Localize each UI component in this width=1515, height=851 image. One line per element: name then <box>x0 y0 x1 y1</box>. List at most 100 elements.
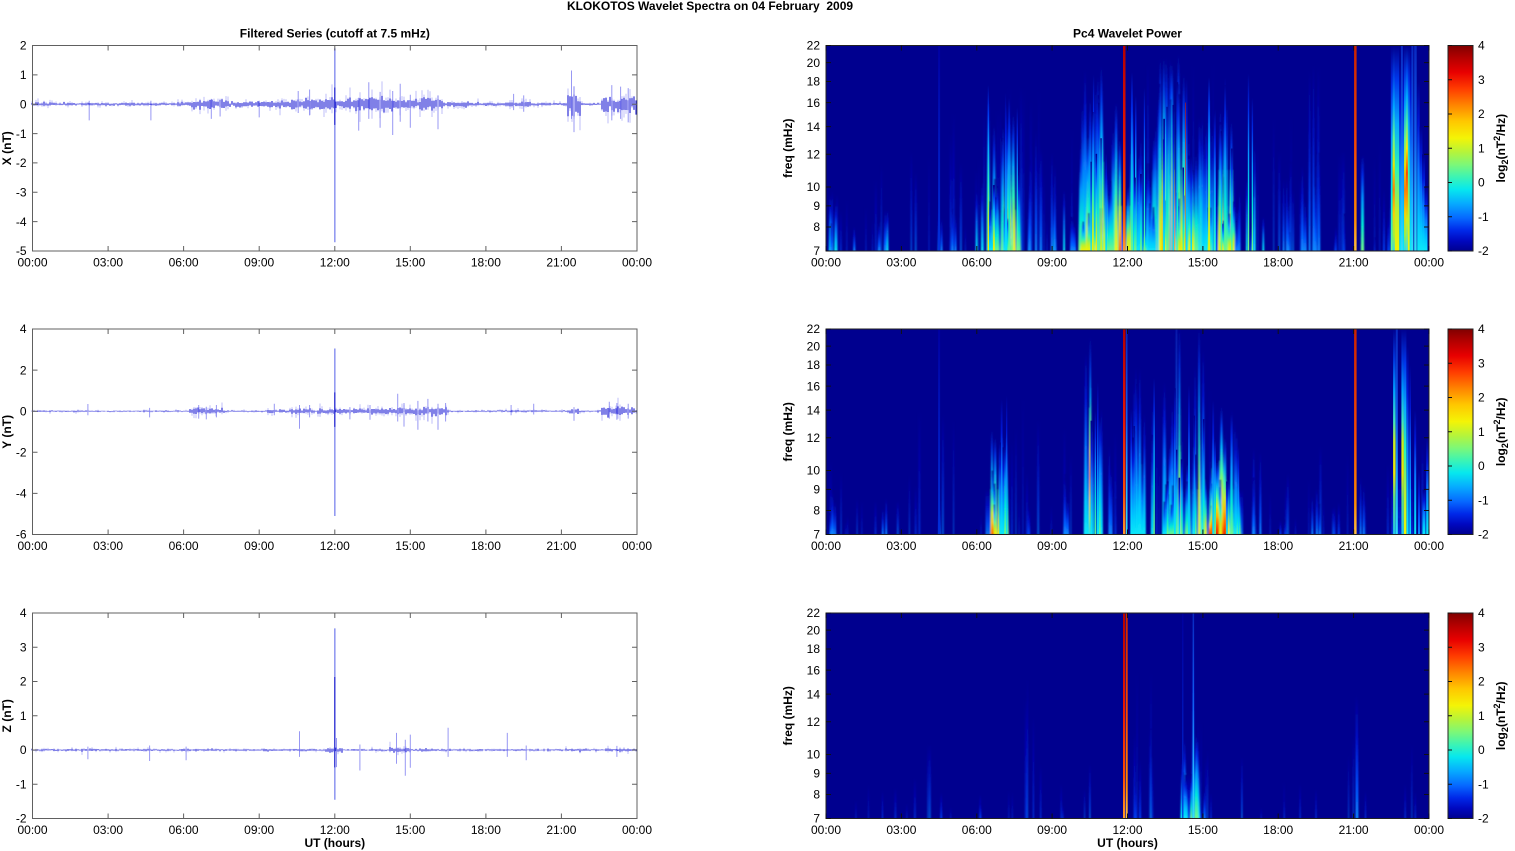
svg-text:7: 7 <box>813 244 820 258</box>
svg-text:-1: -1 <box>16 778 27 792</box>
svg-text:-3: -3 <box>16 186 27 200</box>
svg-text:1: 1 <box>1478 709 1485 723</box>
svg-text:UT (hours): UT (hours) <box>304 836 365 850</box>
svg-text:-1: -1 <box>1478 493 1489 507</box>
svg-text:7: 7 <box>813 812 820 826</box>
svg-text:freq (mHz): freq (mHz) <box>781 119 795 178</box>
svg-text:freq (mHz): freq (mHz) <box>781 402 795 461</box>
svg-text:9: 9 <box>813 483 820 497</box>
svg-text:03:00: 03:00 <box>886 823 916 837</box>
svg-text:10: 10 <box>807 748 821 762</box>
svg-text:00:00: 00:00 <box>622 256 652 270</box>
svg-text:15:00: 15:00 <box>395 539 425 553</box>
svg-text:09:00: 09:00 <box>244 256 274 270</box>
svg-text:18: 18 <box>807 358 821 372</box>
svg-text:2: 2 <box>1478 675 1485 689</box>
svg-text:06:00: 06:00 <box>962 256 992 270</box>
svg-text:8: 8 <box>813 220 820 234</box>
svg-text:10: 10 <box>807 464 821 478</box>
svg-text:1: 1 <box>1478 425 1485 439</box>
svg-text:15:00: 15:00 <box>1188 823 1218 837</box>
svg-text:06:00: 06:00 <box>169 256 199 270</box>
svg-text:09:00: 09:00 <box>1037 256 1067 270</box>
svg-text:21:00: 21:00 <box>546 539 576 553</box>
svg-text:9: 9 <box>813 199 820 213</box>
svg-text:2: 2 <box>20 675 27 689</box>
svg-text:KLOKOTOS Wavelet Spectra on 04: KLOKOTOS Wavelet Spectra on 04 February … <box>567 0 853 13</box>
svg-text:03:00: 03:00 <box>93 539 123 553</box>
svg-text:0: 0 <box>1478 743 1485 757</box>
svg-text:20: 20 <box>807 623 821 637</box>
svg-text:06:00: 06:00 <box>169 823 199 837</box>
svg-text:0: 0 <box>20 404 27 418</box>
svg-text:03:00: 03:00 <box>93 823 123 837</box>
svg-text:03:00: 03:00 <box>93 256 123 270</box>
svg-text:0: 0 <box>1478 176 1485 190</box>
svg-text:log2(nT2/Hz): log2(nT2/Hz) <box>1492 681 1510 750</box>
svg-text:12:00: 12:00 <box>320 256 350 270</box>
svg-text:12: 12 <box>807 148 821 162</box>
svg-text:4: 4 <box>20 322 27 336</box>
svg-text:log2(nT2/Hz): log2(nT2/Hz) <box>1492 397 1510 466</box>
svg-text:3: 3 <box>1478 356 1485 370</box>
svg-text:16: 16 <box>807 379 821 393</box>
svg-text:1: 1 <box>1478 141 1485 155</box>
svg-text:3: 3 <box>1478 73 1485 87</box>
svg-text:X (nT): X (nT) <box>0 131 14 165</box>
svg-text:22: 22 <box>807 322 821 336</box>
svg-text:18:00: 18:00 <box>471 539 501 553</box>
svg-text:4: 4 <box>1478 322 1485 336</box>
svg-text:22: 22 <box>807 39 821 53</box>
svg-text:0: 0 <box>20 97 27 111</box>
svg-text:22: 22 <box>807 606 821 620</box>
svg-text:Filtered Series (cutoff at 7.5: Filtered Series (cutoff at 7.5 mHz) <box>240 27 430 41</box>
svg-text:06:00: 06:00 <box>962 823 992 837</box>
svg-text:00:00: 00:00 <box>622 823 652 837</box>
svg-text:12: 12 <box>807 715 821 729</box>
svg-text:12:00: 12:00 <box>1112 823 1142 837</box>
svg-text:-2: -2 <box>16 812 27 826</box>
svg-text:15:00: 15:00 <box>1188 256 1218 270</box>
svg-text:log2(nT2/Hz): log2(nT2/Hz) <box>1492 114 1510 183</box>
svg-text:Y (nT): Y (nT) <box>0 415 14 449</box>
svg-text:7: 7 <box>813 528 820 542</box>
svg-text:16: 16 <box>807 96 821 110</box>
svg-text:0: 0 <box>20 743 27 757</box>
svg-text:00:00: 00:00 <box>1414 256 1444 270</box>
svg-text:18:00: 18:00 <box>1263 823 1293 837</box>
svg-text:Pc4 Wavelet Power: Pc4 Wavelet Power <box>1073 27 1182 41</box>
svg-text:09:00: 09:00 <box>1037 539 1067 553</box>
svg-text:00:00: 00:00 <box>17 256 47 270</box>
svg-text:8: 8 <box>813 788 820 802</box>
svg-text:18:00: 18:00 <box>471 256 501 270</box>
svg-text:00:00: 00:00 <box>17 539 47 553</box>
svg-text:21:00: 21:00 <box>1339 256 1369 270</box>
svg-text:8: 8 <box>813 504 820 518</box>
svg-text:2: 2 <box>1478 391 1485 405</box>
svg-text:12:00: 12:00 <box>320 823 350 837</box>
svg-text:00:00: 00:00 <box>1414 823 1444 837</box>
svg-text:00:00: 00:00 <box>1414 539 1444 553</box>
svg-text:00:00: 00:00 <box>811 256 841 270</box>
svg-text:18:00: 18:00 <box>471 823 501 837</box>
svg-text:freq (mHz): freq (mHz) <box>781 686 795 745</box>
svg-text:00:00: 00:00 <box>811 823 841 837</box>
svg-text:-4: -4 <box>16 487 27 501</box>
svg-text:20: 20 <box>807 56 821 70</box>
svg-text:4: 4 <box>20 606 27 620</box>
svg-text:0: 0 <box>1478 459 1485 473</box>
svg-text:21:00: 21:00 <box>1339 539 1369 553</box>
svg-text:UT (hours): UT (hours) <box>1097 836 1158 850</box>
svg-text:2: 2 <box>1478 107 1485 121</box>
svg-text:00:00: 00:00 <box>811 539 841 553</box>
svg-text:09:00: 09:00 <box>244 539 274 553</box>
svg-text:2: 2 <box>20 39 27 53</box>
svg-text:-2: -2 <box>16 156 27 170</box>
svg-text:-4: -4 <box>16 215 27 229</box>
svg-text:00:00: 00:00 <box>17 823 47 837</box>
svg-text:-1: -1 <box>16 127 27 141</box>
svg-text:12:00: 12:00 <box>1112 539 1142 553</box>
svg-text:-1: -1 <box>1478 210 1489 224</box>
svg-text:18:00: 18:00 <box>1263 539 1293 553</box>
svg-text:-2: -2 <box>1478 812 1489 826</box>
